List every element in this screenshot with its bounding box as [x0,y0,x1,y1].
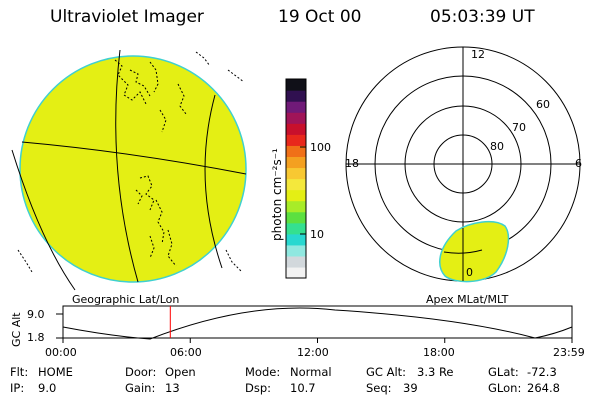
colorbar-segment [286,79,306,91]
altitude-xtick: 23:59 [553,346,585,359]
altitude-xtick: 00:00 [45,346,77,359]
mlt-label-0: 0 [466,266,473,279]
colorbar-segment [286,123,306,135]
info-gain-key: Gain: [125,381,156,395]
colorbar-segment [286,134,306,146]
altitude-curve [62,307,573,340]
coastline [155,199,165,245]
coastlines [17,51,245,273]
colorbar-segment [286,233,306,246]
colorbar-segment [286,90,306,102]
info-dsp-key: Dsp: [245,381,272,395]
geographic-panel-label: Geographic Lat/Lon [72,293,180,306]
coastline [167,229,177,267]
info-dsp-value: 10.7 [290,381,316,395]
mlt-label-12: 12 [471,48,485,61]
info-ip-key: IP: [10,381,25,395]
mlat-label-80: 80 [490,140,504,153]
colorbar-segment [286,101,306,113]
info-door-value: Open [165,365,196,379]
colorbar-frame [285,78,307,279]
colorbar-segment [286,145,306,157]
coastline [227,69,245,83]
info-glat-value: -72.3 [527,365,557,379]
info-flt-key: Flt: [10,365,29,379]
coastline [11,149,76,291]
coastline [135,189,143,205]
colorbar-segment [286,112,306,124]
longitude-line [204,94,223,269]
colorbar-segment [286,266,306,279]
geographic-panel [11,49,247,291]
coastline [195,51,211,67]
info-gain-value: 13 [165,381,180,395]
instrument-title: Ultraviolet Imager [50,7,204,27]
colorbar-segment [286,200,306,213]
info-glon-key: GLon: [488,381,522,395]
info-mode-key: Mode: [245,365,281,379]
info-gcalt-key: GC Alt: [366,365,407,379]
colorbar-segment [286,178,306,191]
info-gcalt-value: 3.3 Re [417,365,454,379]
info-ip-value: 9.0 [38,381,57,395]
latitude-line [21,141,247,175]
mlt-label-18: 18 [345,157,359,170]
colorbar-segment [286,211,306,224]
info-glat-key: GLat: [488,365,519,379]
altitude-ytick: 9.0 [27,308,45,321]
coastline [149,61,159,93]
uv-image-disk [19,55,247,283]
colorbar-segment [286,222,306,235]
coastline [129,69,151,97]
coastline [177,83,187,115]
colorbar-segment [286,189,306,202]
colorbar [285,78,307,279]
colorbar-tick-label: 10 [310,228,324,241]
altitude-xtick: 06:00 [170,346,202,359]
date-label: 19 Oct 00 [278,7,362,27]
colorbar-segment [286,255,306,268]
ring-over-patch [443,249,483,254]
apex-panel-label: Apex MLat/MLT [426,293,509,306]
altitude-xtick: 18:00 [423,346,455,359]
apex-panel [345,46,581,283]
info-mode-value: Normal [290,365,332,379]
colorbar-tick-label: 100 [310,141,331,154]
altitude-frame [62,305,573,339]
coastline [17,249,33,273]
coastline [149,235,155,259]
info-seq-value: 39 [403,381,418,395]
geographic-grid [11,49,247,291]
altitude-ytick: 1.8 [27,331,45,344]
colorbar-segment [286,167,306,180]
colorbar-segment [286,156,306,169]
mlat-label-70: 70 [512,121,526,134]
altitude-plot [56,305,573,343]
info-seq-key: Seq: [366,381,392,395]
info-flt-value: HOME [38,365,73,379]
altitude-ylabel: GC Alt [10,312,23,347]
colorbar-unit-label: photon cm⁻²s⁻¹ [270,148,284,241]
coastline [159,109,167,133]
colorbar-segment [286,244,306,257]
info-glon-value: 264.8 [527,381,560,395]
mlt-label-6: 6 [575,157,582,170]
altitude-xtick: 12:00 [297,346,329,359]
mlat-label-60: 60 [536,98,550,111]
coastline [139,175,155,211]
longitude-line [115,49,139,283]
info-door-key: Door: [125,365,157,379]
time-label: 05:03:39 UT [430,7,535,27]
coastline [225,249,243,273]
